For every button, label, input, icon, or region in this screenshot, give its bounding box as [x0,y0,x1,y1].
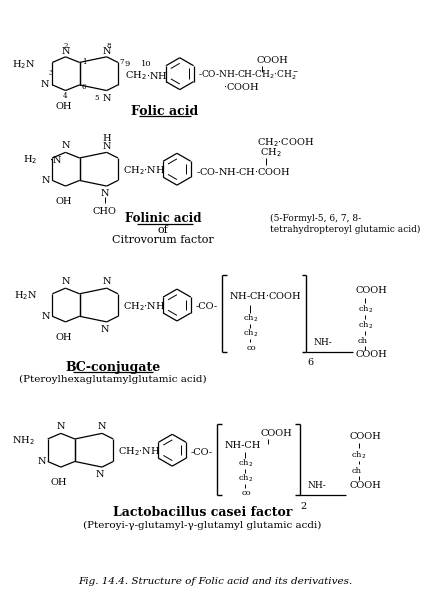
Text: Citrovorum factor: Citrovorum factor [112,235,214,246]
Text: N: N [96,470,104,479]
Text: CH$_2$$\cdot$NH: CH$_2$$\cdot$NH [123,301,165,313]
Text: 2: 2 [63,42,68,50]
Text: ch: ch [351,467,361,475]
Text: CH$_2$$\cdot$NH: CH$_2$$\cdot$NH [118,445,160,458]
Text: Folic acid: Folic acid [131,104,198,118]
Text: N: N [103,94,111,103]
Text: co: co [246,344,256,352]
Text: $\cdot$COOH: $\cdot$COOH [223,81,259,92]
Text: 6: 6 [82,82,86,91]
Text: 3: 3 [48,70,53,78]
Text: H$_2$N: H$_2$N [14,289,37,302]
Text: N: N [103,47,111,56]
Text: H: H [103,134,111,143]
Text: 7: 7 [120,59,124,67]
Text: COOH: COOH [349,481,381,490]
Text: NH-CH$\cdot$COOH: NH-CH$\cdot$COOH [229,290,302,301]
Text: COOH: COOH [356,287,388,296]
Text: N: N [56,422,65,431]
Text: ch$_2$: ch$_2$ [358,320,373,331]
Text: NH-: NH- [307,481,326,491]
Text: ch$_2$: ch$_2$ [238,458,253,469]
Text: ch$_2$: ch$_2$ [351,449,366,461]
Text: -CO-: -CO- [191,448,213,456]
Text: 5: 5 [95,94,99,102]
Text: Folinic acid: Folinic acid [125,213,201,225]
Text: CH$_2$: CH$_2$ [260,146,282,159]
Text: co: co [241,489,251,497]
Text: -CO-NH-CH$\cdot$COOH: -CO-NH-CH$\cdot$COOH [196,166,291,177]
Text: -CO-: -CO- [196,302,218,312]
Text: CHO: CHO [93,207,117,216]
Text: N: N [103,277,111,287]
Text: N: N [100,324,109,334]
Text: COOH: COOH [356,350,388,359]
Text: COOH: COOH [257,56,289,65]
Text: N: N [98,422,106,431]
Text: $\cdot$NH: $\cdot$NH [146,70,168,81]
Text: 10: 10 [141,60,151,68]
Text: NH-: NH- [314,338,332,347]
Text: (5-Formyl-5, 6, 7, 8-: (5-Formyl-5, 6, 7, 8- [270,214,361,224]
Text: N: N [61,142,70,150]
Text: N: N [61,47,70,56]
Text: tetrahydropteroyl glutamic acid): tetrahydropteroyl glutamic acid) [270,225,420,234]
Text: 2: 2 [301,502,307,511]
Text: Fig. 14.4. Structure of Folic acid and its derivatives.: Fig. 14.4. Structure of Folic acid and i… [78,577,353,586]
Text: -CO-NH-CH-CH$_2$$\cdot$CH$_2^-$: -CO-NH-CH-CH$_2$$\cdot$CH$_2^-$ [198,69,300,82]
Text: ch$_2$: ch$_2$ [238,472,253,484]
Text: OH: OH [56,102,72,111]
Text: of: of [158,225,168,235]
Text: Lactobacillus casei factor: Lactobacillus casei factor [112,507,292,519]
Text: $\cdot$N: $\cdot$N [49,155,62,166]
Text: CH$_2$$\cdot$NH: CH$_2$$\cdot$NH [123,165,165,177]
Text: 1: 1 [82,59,87,67]
Text: OH: OH [56,333,72,342]
Text: ch$_2$: ch$_2$ [242,327,258,339]
Text: N: N [103,142,111,152]
Text: ch$_2$: ch$_2$ [358,304,373,315]
Text: (Pteroylhexaglutamylglutamic acid): (Pteroylhexaglutamylglutamic acid) [19,375,207,384]
Text: CH$_2$$\cdot$COOH: CH$_2$$\cdot$COOH [257,137,314,149]
Text: H$_2$: H$_2$ [23,153,37,166]
Text: OH: OH [56,197,72,207]
Text: N: N [42,312,51,321]
Text: ch$_2$: ch$_2$ [242,312,258,324]
Text: CH$_2$: CH$_2$ [125,69,147,82]
Text: COOH: COOH [260,429,292,438]
Text: H$_2$N: H$_2$N [12,58,35,71]
Text: 4: 4 [63,92,68,100]
Text: (Pteroyi-γ-glutamyl-γ-glutamyl glutamic acdi): (Pteroyi-γ-glutamyl-γ-glutamyl glutamic … [83,521,321,530]
Text: 6: 6 [307,359,313,367]
Text: N: N [61,277,70,287]
Text: ch: ch [358,337,368,345]
Text: OH: OH [51,478,67,488]
Text: N: N [42,176,51,185]
Text: 8: 8 [106,42,111,50]
Text: BC-conjugate: BC-conjugate [65,361,161,375]
Text: COOH: COOH [349,431,381,441]
Text: 9: 9 [125,60,130,68]
Text: NH-CH: NH-CH [225,441,261,450]
Text: N: N [37,457,46,466]
Text: N: N [100,189,109,198]
Text: NH$_2$: NH$_2$ [12,434,34,447]
Text: N: N [41,81,50,89]
